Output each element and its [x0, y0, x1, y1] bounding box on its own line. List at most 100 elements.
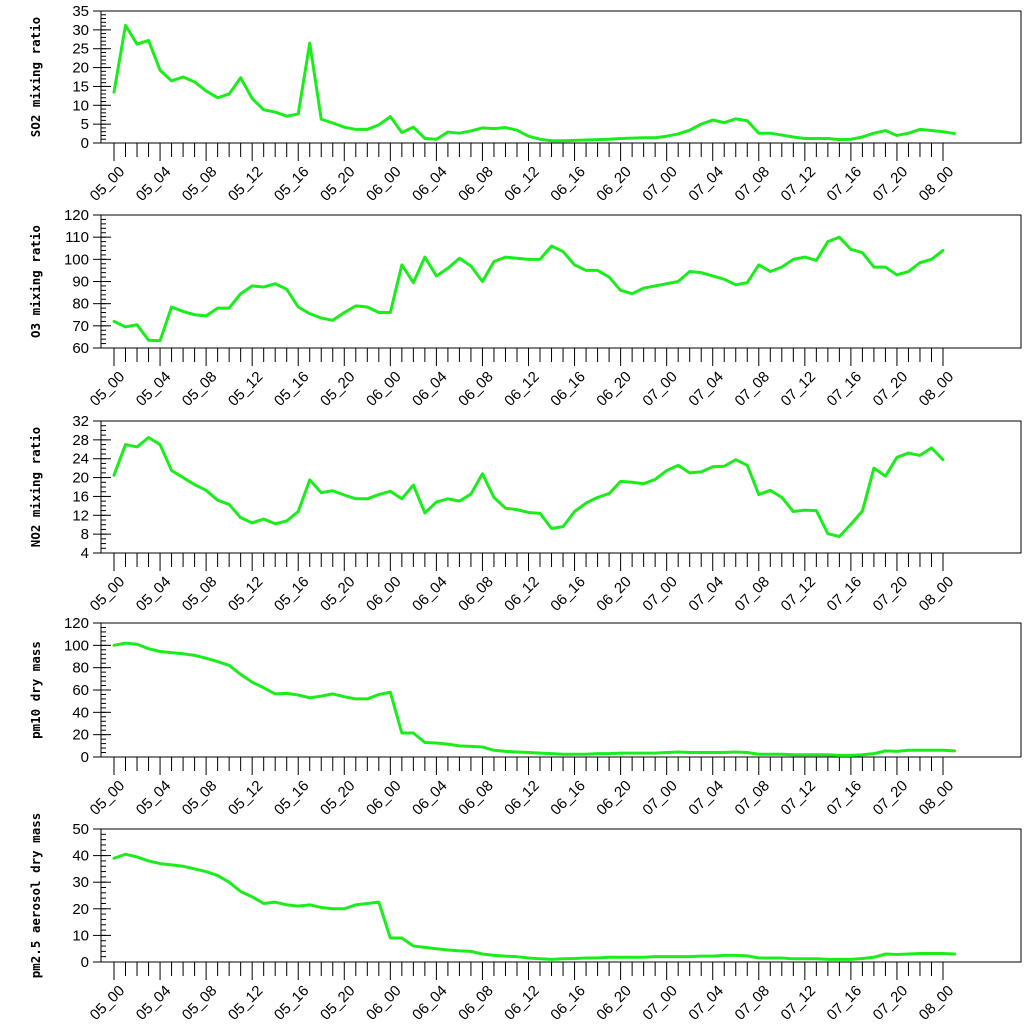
x-tick-label: 06_04 [409, 982, 451, 1024]
x-tick-label: 08_00 [916, 777, 958, 819]
y-axis-title: pm2.5 aerosol dry mass [28, 813, 43, 979]
x-tick-label: 05_00 [87, 777, 129, 819]
x-tick-label: 07_12 [778, 777, 820, 819]
y-tick-label: 80 [72, 296, 89, 313]
y-tick-label: 40 [72, 848, 89, 865]
x-tick-label: 05_12 [225, 163, 267, 205]
x-tick-label: 05_08 [179, 573, 221, 615]
x-tick-label: 08_00 [916, 163, 958, 205]
x-tick-label: 06_04 [409, 163, 451, 205]
x-tick-label: 05_04 [133, 573, 175, 615]
y-tick-label: 4 [81, 545, 89, 562]
x-tick-label: 06_08 [455, 163, 497, 205]
x-tick-label: 07_20 [870, 777, 912, 819]
x-tick-label: 06_20 [593, 368, 635, 410]
plot-frame [100, 420, 1022, 554]
y-tick-label: 50 [72, 821, 89, 838]
x-tick-label: 06_16 [547, 777, 589, 819]
x-tick-label: 07_16 [824, 777, 866, 819]
y-tick-label: 40 [72, 704, 89, 721]
y-tick-label: 32 [72, 413, 89, 430]
series-line [112, 641, 957, 757]
x-tick-label: 07_08 [732, 982, 774, 1024]
y-tick-label: 20 [72, 727, 89, 744]
x-tick-label: 07_00 [639, 982, 681, 1024]
y-tick-label: 15 [72, 78, 89, 95]
x-tick-label: 05_16 [271, 368, 313, 410]
x-tick-label: 06_00 [363, 777, 405, 819]
x-tick-label: 06_20 [593, 777, 635, 819]
y-tick-label: 100 [64, 251, 89, 268]
y-axis-title: pm10 dry mass [28, 641, 43, 739]
x-tick-label: 06_08 [455, 777, 497, 819]
x-tick-label: 07_08 [732, 163, 774, 205]
x-tick-label: 05_00 [87, 573, 129, 615]
x-tick-label: 07_12 [778, 163, 820, 205]
y-tick-label: 20 [72, 901, 89, 918]
y-tick-label: 90 [72, 274, 89, 291]
plot-frame [100, 214, 1022, 349]
x-tick-label: 06_00 [363, 982, 405, 1024]
x-tick-label: 05_12 [225, 777, 267, 819]
x-tick-label: 05_08 [179, 163, 221, 205]
x-tick-label: 07_20 [870, 982, 912, 1024]
x-tick-label: 07_12 [778, 368, 820, 410]
x-tick-label: 07_16 [824, 982, 866, 1024]
x-tick-label: 06_08 [455, 982, 497, 1024]
x-tick-label: 07_00 [639, 777, 681, 819]
x-tick-label: 08_00 [916, 982, 958, 1024]
y-tick-label: 12 [72, 507, 89, 524]
x-tick-label: 06_04 [409, 777, 451, 819]
x-tick-label: 07_04 [685, 777, 727, 819]
y-tick-label: 80 [72, 660, 89, 677]
x-tick-label: 07_16 [824, 573, 866, 615]
x-tick-label: 07_08 [732, 777, 774, 819]
x-tick-label: 05_04 [133, 163, 175, 205]
y-tick-label: 20 [72, 60, 89, 77]
y-tick-label: 60 [72, 340, 89, 357]
y-tick-label: 8 [81, 526, 89, 543]
y-tick-label: 120 [64, 615, 89, 632]
x-tick-label: 05_20 [317, 368, 359, 410]
y-tick-label: 16 [72, 488, 89, 505]
y-tick-label: 120 [64, 207, 89, 224]
x-tick-label: 05_00 [87, 163, 129, 205]
panel-4: 0 20 40 60 80 100 120 05_00 05_04 05_08 05_12 05_16… [28, 615, 1022, 819]
x-tick-label: 08_00 [916, 368, 958, 410]
y-tick-label: 20 [72, 470, 89, 487]
x-tick-label: 05_04 [133, 368, 175, 410]
x-tick-label: 05_16 [271, 573, 313, 615]
y-tick-label: 60 [72, 682, 89, 699]
plot-frame [100, 622, 1022, 758]
y-tick-label: 24 [72, 451, 89, 468]
y-tick-label: 25 [72, 41, 89, 58]
x-tick-label: 06_12 [501, 368, 543, 410]
x-tick-label: 06_20 [593, 573, 635, 615]
y-axis-title: O3 mixing ratio [28, 225, 43, 338]
x-tick-label: 05_08 [179, 982, 221, 1024]
x-tick-label: 06_12 [501, 777, 543, 819]
y-tick-label: 5 [81, 116, 89, 133]
x-tick-label: 07_12 [778, 982, 820, 1024]
x-tick-label: 06_00 [363, 163, 405, 205]
x-tick-label: 07_00 [639, 368, 681, 410]
x-tick-label: 05_12 [225, 368, 267, 410]
y-tick-label: 30 [72, 22, 89, 39]
y-tick-label: 0 [81, 749, 89, 766]
x-tick-label: 08_00 [916, 573, 958, 615]
x-tick-label: 06_08 [455, 368, 497, 410]
x-tick-label: 05_00 [87, 368, 129, 410]
x-tick-label: 05_04 [133, 982, 175, 1024]
x-tick-label: 05_20 [317, 573, 359, 615]
x-tick-label: 07_04 [685, 163, 727, 205]
x-tick-label: 06_16 [547, 982, 589, 1024]
series-line [112, 436, 945, 538]
x-tick-label: 05_20 [317, 163, 359, 205]
y-tick-label: 110 [65, 229, 89, 246]
x-tick-label: 06_16 [547, 368, 589, 410]
x-tick-label: 06_00 [363, 573, 405, 615]
y-axis-title: SO2 mixing ratio [28, 17, 43, 137]
y-tick-label: 28 [72, 432, 89, 449]
x-tick-label: 07_04 [685, 573, 727, 615]
x-tick-label: 06_12 [501, 573, 543, 615]
